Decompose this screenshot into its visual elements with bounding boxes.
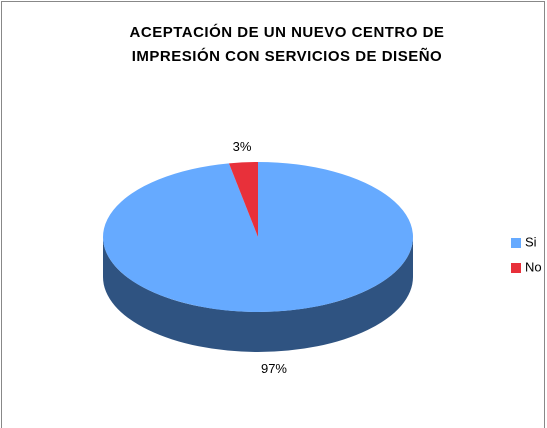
pie-slice xyxy=(103,162,414,313)
chart-title: ACEPTACIÓN DE UN NUEVO CENTRO DE xyxy=(130,23,445,41)
legend-swatch xyxy=(511,238,521,248)
pie-side xyxy=(103,237,413,352)
chart-title: IMPRESIÓN CON SERVICIOS DE DISEÑO xyxy=(132,47,442,65)
data-label: 97% xyxy=(261,361,287,376)
legend-label: No xyxy=(525,259,542,274)
legend-label: Si xyxy=(525,234,537,249)
pie-slice xyxy=(228,162,258,237)
data-label: 3% xyxy=(233,139,252,154)
legend-swatch xyxy=(511,263,521,273)
